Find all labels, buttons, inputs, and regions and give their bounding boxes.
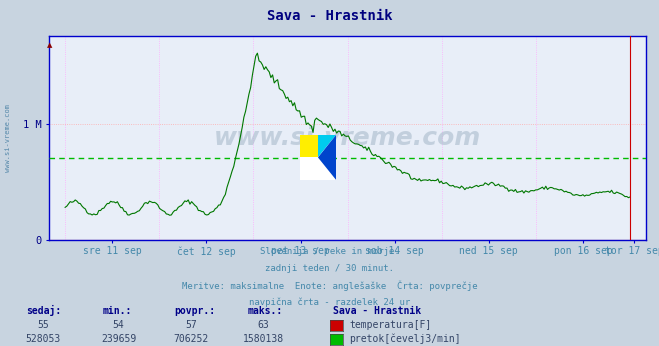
Text: www.si-vreme.com: www.si-vreme.com [214, 126, 481, 151]
Text: Sava - Hrastnik: Sava - Hrastnik [333, 306, 421, 316]
Text: povpr.:: povpr.: [175, 306, 215, 316]
Text: 54: 54 [113, 320, 125, 330]
Text: sedaj:: sedaj: [26, 305, 61, 316]
Text: 55: 55 [37, 320, 49, 330]
Text: Meritve: maksimalne  Enote: anglešaške  Črta: povprečje: Meritve: maksimalne Enote: anglešaške Čr… [182, 281, 477, 291]
Text: 63: 63 [258, 320, 270, 330]
Text: 528053: 528053 [25, 334, 61, 344]
Text: navpična črta - razdelek 24 ur: navpična črta - razdelek 24 ur [249, 297, 410, 307]
Text: 706252: 706252 [173, 334, 209, 344]
Text: Slovenija / reke in morje.: Slovenija / reke in morje. [260, 247, 399, 256]
Text: zadnji teden / 30 minut.: zadnji teden / 30 minut. [265, 264, 394, 273]
Text: 1580138: 1580138 [243, 334, 284, 344]
Text: maks.:: maks.: [247, 306, 282, 316]
Text: 239659: 239659 [101, 334, 136, 344]
Text: www.si-vreme.com: www.si-vreme.com [5, 104, 11, 172]
Polygon shape [318, 135, 336, 180]
Polygon shape [318, 135, 336, 157]
Text: temperatura[F]: temperatura[F] [349, 320, 432, 330]
Text: Sava - Hrastnik: Sava - Hrastnik [267, 9, 392, 22]
Polygon shape [300, 135, 318, 157]
Text: pretok[čevelj3/min]: pretok[čevelj3/min] [349, 334, 461, 344]
Text: ▲: ▲ [47, 43, 52, 48]
Text: min.:: min.: [102, 306, 132, 316]
Text: 57: 57 [185, 320, 197, 330]
